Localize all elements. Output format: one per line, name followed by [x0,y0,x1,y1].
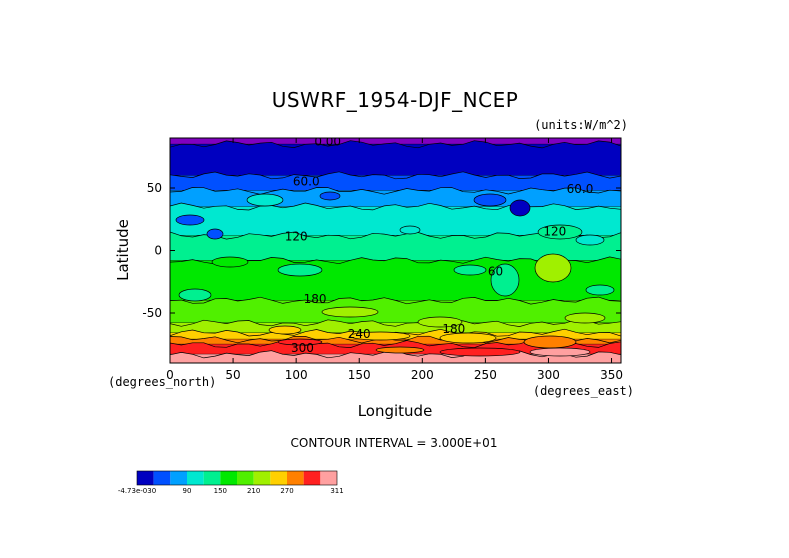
contour-blob [490,263,520,297]
contour-blob [319,191,341,201]
x-tick-label: 350 [600,368,623,382]
contour-interval: CONTOUR INTERVAL = 3.000E+01 [291,436,498,450]
contour-blob [399,225,421,235]
contour-blob [585,284,615,296]
contour-blob [537,224,583,240]
contour-blob [277,338,323,346]
contour-blob [439,332,497,344]
contour-blob [349,331,411,341]
colorbar-swatch [287,471,304,485]
colorbar-swatch [320,471,337,485]
colorbar-swatch [137,471,154,485]
contour-blob [473,193,507,207]
contour-blob [523,335,577,349]
band-contour-3 [170,187,621,208]
contour-blob [178,288,212,302]
colorbar: -4.73e-030 90 150 210 270 311 [118,470,344,495]
colorbar-swatch [153,471,171,485]
contour-blob [509,199,531,217]
contour-label: 120 [543,225,566,239]
contour-blob [417,316,463,328]
colorbar-swatch [187,471,204,485]
y-tick-label: 50 [147,181,162,195]
colorbar-tick-label: 90 [183,487,192,495]
contour-blob [277,263,323,277]
band-contour-4 [170,202,621,236]
band-contour-7 [170,296,621,324]
y-tick-label: 0 [154,244,162,258]
units-label: (units:W/m^2) [534,118,628,132]
contour-blob [575,234,605,246]
x-unit-note: (degrees_east) [533,384,634,398]
contour-blob [453,264,487,276]
contour-label: 60.0 [293,175,320,189]
colorbar-swatch [220,471,237,485]
contour-label: 240 [348,327,371,341]
contour-label: 180 [304,292,327,306]
x-axis-ticks: 0 50 100 150 200 250 300 350 [166,138,623,382]
colorbar-swatch [270,471,287,485]
band-contour-0 [170,138,621,145]
band-contour-2 [170,171,621,191]
contour-label: 60 [488,265,503,279]
contour-blob [206,228,224,240]
y-unit-note: (degrees_north) [108,375,216,389]
colorbar-swatch [253,471,271,485]
contour-blob [175,214,205,226]
colorbar-swatch [203,471,221,485]
colorbar-tick-label: 150 [214,487,227,495]
contour-blob [534,253,572,283]
contour-label: 60.0 [567,182,594,196]
colorbar-swatch [170,471,187,485]
contour-labels: 0.00 60.0 60.0 120 120 60 180 180 240 300 [285,135,594,355]
plot-area: 0.00 60.0 60.0 120 120 60 180 180 240 300 [170,135,621,363]
band-contour-1 [170,140,621,176]
contour-blobs [175,191,615,357]
colorbar-tick-label: 311 [330,487,343,495]
colorbar-tick-label: -4.73e-030 [118,487,156,495]
chart-title: USWRF_1954-DJF_NCEP [272,88,519,112]
x-tick-label: 150 [348,368,371,382]
contour-blob [268,325,302,335]
contour-label: 300 [291,341,314,355]
contour-blob [375,346,425,354]
contour-blob [439,347,521,357]
contour-blob [564,312,606,324]
x-tick-label: 0 [166,368,174,382]
y-axis-label: Latitude [114,219,132,281]
contour-blob [246,193,284,207]
contour-label: 120 [285,230,308,244]
colorbar-swatch [303,471,321,485]
contour-label: 180 [442,322,465,336]
colorbar-swatch [237,471,254,485]
color-bands [170,138,621,363]
x-tick-label: 200 [411,368,434,382]
contour-blob [529,347,591,357]
x-tick-label: 50 [225,368,240,382]
colorbar-tick-label: 270 [280,487,293,495]
colorbar-frame [136,470,338,486]
x-tick-label: 300 [537,368,560,382]
contour-label: 0.00 [314,135,341,149]
y-tick-label: -50 [142,306,162,320]
x-axis-label: Longitude [358,402,433,420]
contour-blob [211,256,249,268]
x-tick-label: 100 [285,368,308,382]
contour-blob [321,306,379,318]
y-axis-ticks: 50 0 -50 [142,181,621,320]
colorbar-tick-label: 210 [247,487,260,495]
x-tick-label: 250 [474,368,497,382]
